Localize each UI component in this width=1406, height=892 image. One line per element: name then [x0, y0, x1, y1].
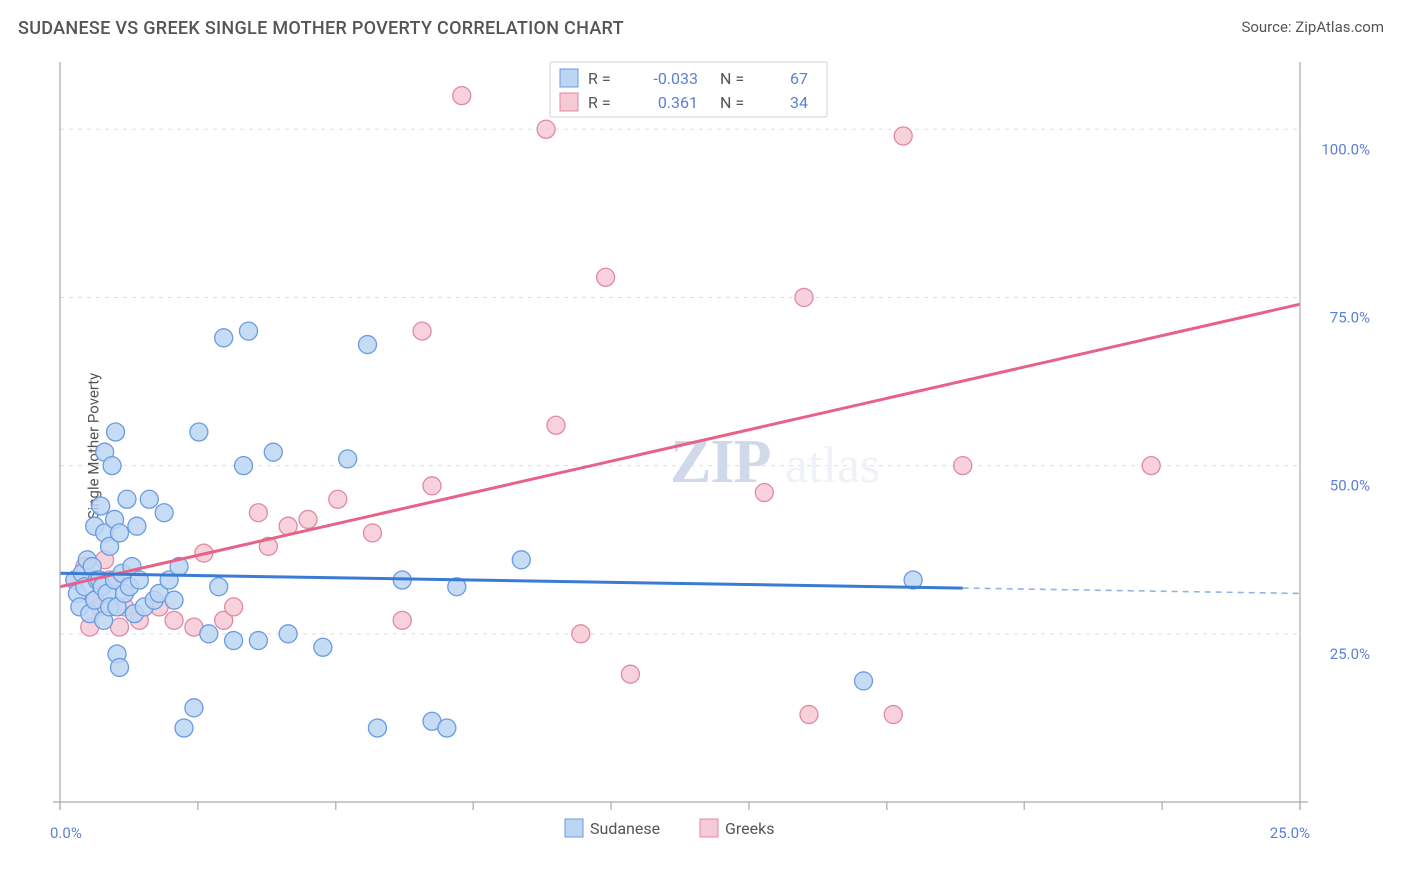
data-point: [339, 450, 357, 468]
data-point: [165, 611, 183, 629]
legend-n-label-0: N =: [720, 69, 744, 88]
data-point: [299, 510, 317, 528]
watermark-zip: ZIP: [670, 428, 770, 496]
data-point: [210, 578, 228, 596]
series-legend: Sudanese Greeks: [565, 819, 775, 838]
legend-swatch-sudanese: [560, 69, 578, 87]
data-point: [368, 719, 386, 737]
watermark-atlas: atlas: [785, 437, 880, 494]
source-credit: Source: ZipAtlas.com: [1241, 18, 1384, 36]
legend-swatch-greeks-bottom: [700, 819, 718, 837]
data-point: [111, 524, 129, 542]
chart-title: SUDANESE VS GREEK SINGLE MOTHER POVERTY …: [18, 18, 624, 39]
x-ticks: [60, 802, 1300, 810]
trend-line-sudanese: [60, 573, 963, 588]
svg-text:100.0%: 100.0%: [1321, 140, 1370, 158]
data-point: [264, 443, 282, 461]
data-point: [155, 504, 173, 522]
data-point: [185, 699, 203, 717]
scatter-points-sudanese: [66, 322, 922, 737]
data-point: [363, 524, 381, 542]
data-point: [175, 719, 193, 737]
data-point: [329, 490, 347, 508]
data-point: [235, 457, 253, 475]
data-point: [200, 625, 218, 643]
legend-n-value-1: 34: [790, 93, 808, 112]
legend-n-value-0: 67: [790, 69, 808, 88]
data-point: [92, 497, 110, 515]
x-min-label: 0.0%: [50, 824, 82, 842]
data-point: [165, 591, 183, 609]
data-point: [279, 625, 297, 643]
data-point: [107, 423, 125, 441]
data-point: [393, 611, 411, 629]
data-point: [225, 632, 243, 650]
source-name: ZipAtlas.com: [1295, 18, 1384, 36]
data-point: [239, 322, 257, 340]
data-point: [512, 551, 530, 569]
data-point: [572, 625, 590, 643]
data-point: [894, 127, 912, 145]
data-point: [225, 598, 243, 616]
trend-line-greeks: [60, 304, 1300, 587]
trend-line-sudanese-extrapolated: [963, 588, 1300, 593]
data-point: [855, 672, 873, 690]
scatter-points-greeks: [66, 87, 1160, 724]
legend-r-value-1: 0.361: [658, 93, 698, 112]
data-point: [128, 517, 146, 535]
legend-r-value-0: -0.033: [653, 69, 698, 88]
data-point: [800, 706, 818, 724]
svg-text:25.0%: 25.0%: [1330, 645, 1370, 663]
data-point: [359, 336, 377, 354]
data-point: [249, 632, 267, 650]
data-point: [537, 120, 555, 138]
y-tick-labels: 25.0% 50.0% 75.0% 100.0%: [1321, 140, 1370, 663]
data-point: [755, 484, 773, 502]
data-point: [621, 665, 639, 683]
grid-lines: [60, 129, 1300, 634]
data-point: [453, 87, 471, 105]
scatter-plot: ZIP atlas 25.0% 50.0% 75.0% 100.0% 0.0% 25.…: [50, 52, 1390, 842]
x-max-label: 25.0%: [1270, 824, 1310, 842]
data-point: [1142, 457, 1160, 475]
data-point: [423, 477, 441, 495]
svg-text:75.0%: 75.0%: [1330, 308, 1370, 326]
data-point: [118, 490, 136, 508]
correlation-legend: R = R = -0.033 0.361 N = N = 67 34: [550, 62, 827, 117]
legend-label-greeks: Greeks: [725, 819, 775, 838]
data-point: [954, 457, 972, 475]
data-point: [190, 423, 208, 441]
data-point: [438, 719, 456, 737]
legend-r-label-1: R =: [588, 93, 611, 112]
data-point: [547, 416, 565, 434]
legend-n-label-1: N =: [720, 93, 744, 112]
legend-r-label-0: R =: [588, 69, 611, 88]
svg-text:50.0%: 50.0%: [1330, 477, 1370, 495]
legend-swatch-sudanese-bottom: [565, 819, 583, 837]
data-point: [111, 658, 129, 676]
legend-swatch-greeks: [560, 93, 578, 111]
data-point: [103, 457, 121, 475]
data-point: [413, 322, 431, 340]
data-point: [884, 706, 902, 724]
data-point: [795, 288, 813, 306]
data-point: [215, 329, 233, 347]
data-point: [249, 504, 267, 522]
data-point: [140, 490, 158, 508]
data-point: [314, 638, 332, 656]
legend-label-sudanese: Sudanese: [590, 819, 660, 838]
source-prefix: Source:: [1241, 18, 1295, 36]
data-point: [597, 268, 615, 286]
